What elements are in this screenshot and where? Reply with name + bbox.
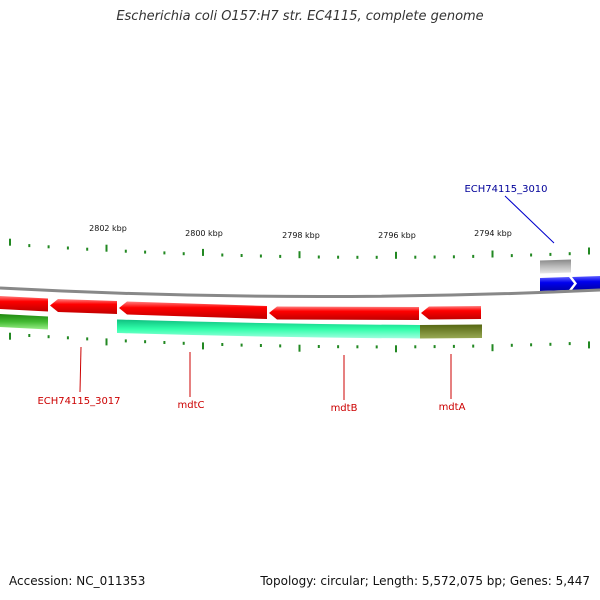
cog-olive-block <box>420 324 482 339</box>
gene-mdta-reverse[interactable] <box>421 306 481 320</box>
ruler-label-2796: 2796 kbp <box>378 231 416 240</box>
topology-text: Topology: circular; Length: 5,572,075 bp… <box>260 574 590 588</box>
ruler-label-2798: 2798 kbp <box>282 231 320 240</box>
genome-backbone <box>0 286 600 299</box>
cog-green-block <box>0 314 48 330</box>
gene-mdtc-reverse[interactable] <box>119 301 267 320</box>
ruler-label-2794: 2794 kbp <box>474 229 512 238</box>
cog-teal-block <box>117 319 420 339</box>
gene-forward-partial[interactable] <box>572 276 600 290</box>
leader-ech74115-3010 <box>504 195 555 244</box>
gene-ech74115-3010-forward[interactable] <box>540 277 574 291</box>
ruler-label-2800: 2800 kbp <box>185 229 223 238</box>
gene-label-mdta[interactable]: mdtA <box>439 402 466 413</box>
gene-mdtb-reverse[interactable] <box>269 306 419 321</box>
inner-tick-ring <box>9 332 590 353</box>
gene-label-ech74115-3017[interactable]: ECH74115_3017 <box>37 396 120 407</box>
ruler-label-2802: 2802 kbp <box>89 224 127 233</box>
outer-tick-ring <box>9 238 590 259</box>
gene-reverse-2[interactable] <box>50 299 117 314</box>
leader-ech74115-3017 <box>79 346 82 393</box>
cog-grey-block <box>540 259 571 274</box>
accession-text: Accession: NC_011353 <box>9 574 146 588</box>
map-title: Escherichia coli O157:H7 str. EC4115, co… <box>116 9 484 24</box>
gene-ech74115-3017-reverse[interactable] <box>0 296 48 312</box>
gene-label-mdtc[interactable]: mdtC <box>178 400 205 411</box>
gene-label-mdtb[interactable]: mdtB <box>331 403 358 414</box>
gene-label-ech74115-3010[interactable]: ECH74115_3010 <box>464 184 547 195</box>
